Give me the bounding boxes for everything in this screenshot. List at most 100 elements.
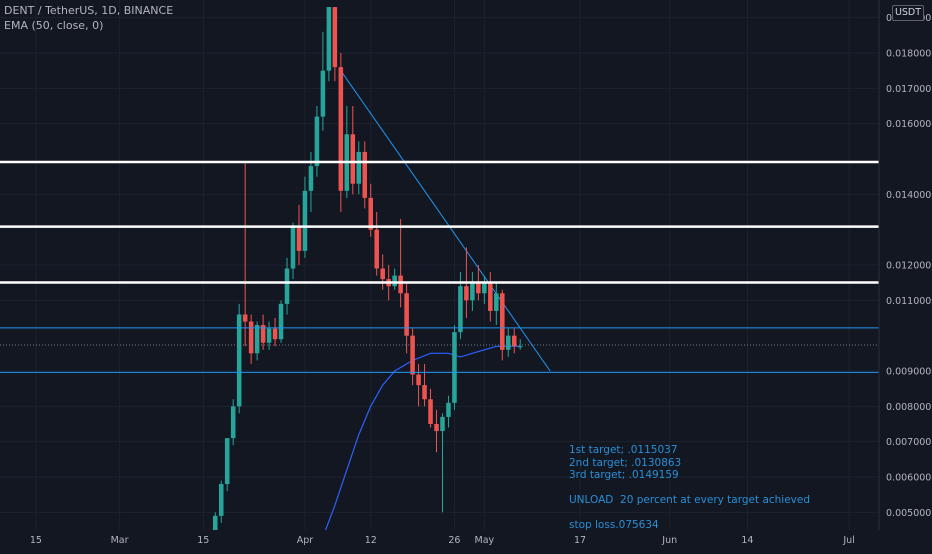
x-tick-label: Apr <box>297 535 314 546</box>
price-axis-bg <box>879 0 932 550</box>
candle-body <box>446 402 451 417</box>
candle-body <box>511 335 517 347</box>
candle <box>470 272 475 311</box>
candle-body <box>398 275 403 294</box>
candle-body <box>488 282 493 311</box>
candle <box>314 106 320 177</box>
candle-body <box>254 325 260 354</box>
candle-body <box>452 332 457 403</box>
time-axis[interactable]: 15 Mar 15 Apr 12 26 May 17 Jun 14 Jul <box>0 530 932 550</box>
x-tick-label: 15 <box>30 535 42 546</box>
x-tick-label: Jun <box>661 535 677 546</box>
ema-indicator-label[interactable]: EMA (50, close, 0) <box>4 19 104 32</box>
candle-body <box>266 328 272 343</box>
note-line <box>569 507 810 520</box>
candle-body <box>338 67 344 191</box>
candle <box>404 282 409 354</box>
candle-body <box>500 293 505 350</box>
candle-body <box>290 226 296 269</box>
candle <box>505 328 511 357</box>
candle <box>428 388 433 428</box>
candle-body <box>434 424 439 432</box>
candle-body <box>284 268 290 304</box>
candle-body <box>416 374 421 386</box>
candle-body <box>242 314 248 322</box>
candle <box>344 106 350 198</box>
candle <box>446 395 451 428</box>
candle <box>242 162 248 347</box>
x-tick-label: 26 <box>448 535 460 546</box>
note-line: 3rd target; .0149159 <box>569 469 679 481</box>
note-line: stop loss.075634 <box>569 519 659 531</box>
candle-body <box>302 190 308 251</box>
currency-button[interactable]: USDT <box>892 5 924 21</box>
x-tick-label: May <box>475 535 495 546</box>
candle <box>494 282 499 326</box>
candle-body <box>278 303 284 340</box>
candle-body <box>464 286 469 301</box>
candle <box>398 219 403 308</box>
candle <box>416 363 421 407</box>
candle <box>320 31 326 131</box>
candle-body <box>428 399 433 424</box>
candle <box>422 363 427 407</box>
candle-body <box>422 385 427 400</box>
y-tick-label: 0.0180000 <box>886 49 932 60</box>
time-axis-bg <box>0 530 932 550</box>
candle-body <box>314 116 320 167</box>
candle <box>517 339 523 350</box>
candle-body <box>470 282 475 301</box>
candle-body <box>326 7 332 71</box>
x-tick-label: 14 <box>741 535 753 546</box>
candle <box>452 325 457 410</box>
ema-line[interactable] <box>322 345 521 538</box>
candle <box>356 141 362 195</box>
candle <box>350 106 356 195</box>
note-line <box>569 482 810 495</box>
x-tick-label: 17 <box>574 535 586 546</box>
candle-body <box>224 438 230 485</box>
note-line: 2nd target; .0130863 <box>569 456 682 469</box>
candle <box>374 212 379 276</box>
candle <box>338 53 344 212</box>
candle <box>266 321 272 350</box>
x-tick-label: Mar <box>111 535 129 546</box>
candle <box>236 303 242 414</box>
candle-body <box>260 325 266 343</box>
candle <box>410 328 415 386</box>
candle-body <box>272 328 278 340</box>
candle-body <box>320 70 326 117</box>
trendline[interactable] <box>340 70 551 372</box>
candle <box>434 409 439 453</box>
candle-body <box>380 268 385 280</box>
candle <box>248 314 254 364</box>
candle <box>392 268 397 290</box>
chart-legend: DENT / TetherUS, 1D, BINANCE EMA (50, cl… <box>4 3 173 33</box>
levels-layer: 0.01491590.01308630.01150370.01022200.00… <box>0 154 931 380</box>
grid <box>0 0 879 530</box>
candle <box>290 222 296 280</box>
candle-body <box>440 416 445 432</box>
ema-layer <box>322 345 521 538</box>
candle-body <box>308 166 314 191</box>
symbol-title[interactable]: DENT / TetherUS, 1D, BINANCE <box>4 4 174 17</box>
candle-body <box>458 286 463 333</box>
candle <box>284 257 290 315</box>
x-tick-label: 15 <box>197 535 209 546</box>
candle-body <box>482 282 487 294</box>
candle-body <box>332 7 338 68</box>
candle <box>296 204 302 265</box>
candle-body <box>404 293 409 336</box>
candle <box>500 289 505 361</box>
candle-body <box>517 346 523 348</box>
candle-body <box>374 229 379 269</box>
